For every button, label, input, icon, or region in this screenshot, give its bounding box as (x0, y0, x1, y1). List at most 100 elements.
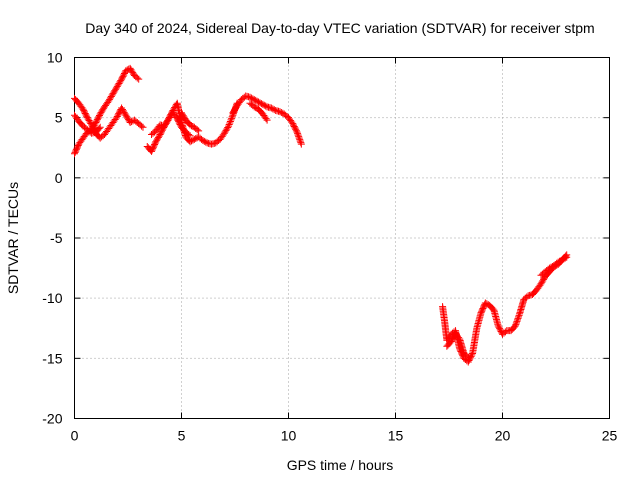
data-point (113, 82, 121, 90)
data-point (221, 128, 229, 136)
data-point (483, 300, 491, 308)
data-point (152, 138, 160, 146)
data-point (220, 129, 228, 137)
data-point (226, 117, 234, 125)
data-point (108, 91, 116, 99)
data-point (511, 322, 519, 330)
data-point (563, 253, 571, 261)
data-point (263, 116, 271, 124)
data-point (123, 113, 131, 121)
series-track-5 (148, 109, 194, 140)
data-point (225, 122, 233, 130)
data-point (297, 139, 305, 147)
data-point (112, 85, 120, 93)
y-axis-label: SDTVAR / TECUs (5, 182, 21, 294)
data-point (228, 114, 236, 122)
data-point (98, 107, 106, 115)
data-point (110, 88, 118, 96)
series-track-8 (246, 99, 271, 124)
data-point (296, 137, 304, 145)
data-point (540, 275, 548, 283)
data-point (277, 108, 285, 116)
data-point (255, 98, 263, 106)
data-point (202, 138, 210, 146)
x-tick-label: 20 (495, 428, 511, 444)
data-point (111, 87, 119, 95)
data-point (227, 116, 235, 124)
data-point (228, 113, 236, 121)
data-point (292, 127, 300, 135)
data-point (127, 66, 135, 74)
data-point (513, 316, 521, 324)
data-point (118, 104, 126, 112)
data-point (481, 299, 489, 307)
data-point (231, 105, 239, 113)
data-points (71, 64, 571, 366)
data-point (256, 99, 264, 107)
data-point (119, 107, 127, 115)
data-point (95, 124, 103, 132)
data-point (186, 132, 194, 140)
data-point (523, 293, 531, 301)
data-point (95, 111, 103, 119)
data-point (84, 115, 92, 123)
data-point (514, 314, 522, 322)
data-point (294, 131, 302, 139)
data-point (122, 67, 130, 75)
data-point (501, 328, 509, 336)
data-point (112, 84, 120, 92)
data-point (225, 121, 233, 129)
series-track-7 (229, 92, 305, 148)
data-point (128, 67, 136, 75)
data-point (117, 77, 125, 85)
data-point (295, 134, 303, 142)
data-point (246, 93, 254, 101)
grid (74, 57, 610, 419)
data-point (118, 105, 126, 113)
data-point (85, 117, 93, 125)
data-point (556, 257, 564, 265)
data-point (99, 106, 107, 114)
data-point (257, 100, 265, 108)
data-point (226, 119, 234, 127)
data-point (537, 280, 545, 288)
data-point (96, 123, 104, 131)
series-track-6 (178, 109, 203, 135)
data-point (155, 132, 163, 140)
series-track-11 (537, 253, 571, 279)
data-point (547, 263, 555, 271)
x-tick-label: 0 (71, 428, 79, 444)
data-point (97, 109, 105, 117)
data-point (513, 317, 521, 325)
data-point (160, 122, 168, 130)
data-point (296, 136, 304, 144)
data-point (539, 277, 547, 285)
data-point (186, 121, 194, 129)
data-point (200, 137, 208, 145)
data-point (124, 114, 132, 122)
data-point (288, 118, 296, 126)
data-point (178, 110, 186, 118)
data-point (223, 125, 231, 133)
data-point (260, 101, 268, 109)
data-point (112, 114, 120, 122)
data-point (121, 110, 129, 118)
data-point (162, 119, 170, 127)
data-point (186, 138, 194, 146)
data-point (464, 353, 472, 361)
data-point (512, 319, 520, 327)
data-point (249, 95, 257, 103)
data-point (297, 140, 305, 148)
data-point (193, 126, 201, 134)
x-tick-label: 5 (178, 428, 186, 444)
data-point (455, 334, 463, 342)
data-point (199, 137, 207, 145)
data-point (105, 97, 113, 105)
data-point (161, 121, 169, 129)
data-point (515, 311, 523, 319)
data-point (138, 122, 146, 130)
data-point (74, 142, 82, 150)
y-tick-label: 0 (55, 170, 63, 186)
data-point (190, 135, 198, 143)
